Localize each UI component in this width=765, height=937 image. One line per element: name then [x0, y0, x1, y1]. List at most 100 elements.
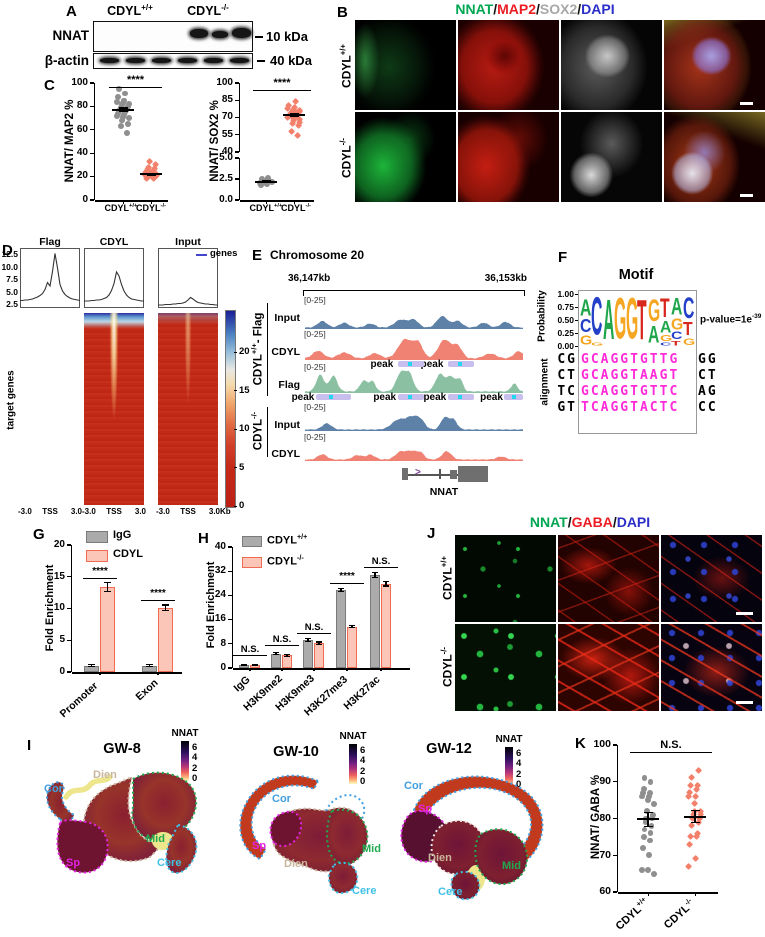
logo-letter: C — [671, 329, 683, 343]
line — [575, 306, 578, 308]
motif-title: Motif — [618, 267, 654, 283]
track-label: Flag — [278, 379, 300, 391]
line — [289, 112, 299, 115]
peak-marker — [457, 395, 462, 399]
colorbar-tick: 15 — [239, 384, 250, 396]
peak-label: peak — [423, 392, 447, 403]
legend-swatch — [86, 550, 108, 562]
line — [643, 825, 653, 827]
track-scale: [0-25] — [304, 329, 326, 339]
micrograph — [355, 20, 456, 110]
line — [90, 129, 94, 131]
track-label: Input — [274, 419, 300, 431]
axis-tick: 12.5 — [1, 249, 18, 259]
peak-marker — [329, 395, 334, 399]
data-point — [692, 792, 700, 801]
axis-tick: 70 — [599, 848, 611, 861]
data-point — [120, 114, 126, 120]
axis-tick: 3.0 — [208, 507, 220, 516]
data-point — [639, 867, 645, 873]
line — [261, 180, 271, 182]
region-label: Sp — [252, 840, 267, 852]
data-point — [258, 176, 265, 182]
line — [67, 544, 71, 546]
gene-label: NNAT — [429, 486, 459, 498]
alignment-core: TCAGGTACTC — [581, 400, 680, 415]
line — [303, 290, 305, 296]
bar — [347, 626, 357, 668]
line — [251, 664, 259, 666]
axis-tick: 55 — [221, 128, 233, 140]
map-title: GW-8 — [103, 741, 141, 757]
micrograph — [661, 624, 762, 711]
line — [162, 610, 169, 612]
track-scale: [0-25] — [304, 402, 326, 412]
legend-label: genes — [210, 248, 238, 259]
axis-tick: 40 — [221, 145, 233, 157]
line — [575, 319, 578, 321]
line — [67, 671, 71, 673]
line — [106, 582, 109, 592]
alignment-flank: TC — [557, 384, 577, 399]
line — [118, 111, 128, 113]
line — [233, 668, 410, 670]
line — [275, 652, 277, 655]
line — [234, 505, 237, 507]
line — [109, 87, 162, 89]
logo-letter: G — [591, 341, 604, 347]
line — [99, 672, 101, 675]
data-point — [119, 117, 126, 124]
track-group-label: CDYL-/- — [249, 411, 265, 451]
blot-band — [100, 58, 119, 63]
axis-tick: 90 — [599, 775, 611, 788]
peak-marker — [407, 395, 412, 399]
line — [402, 474, 488, 476]
line — [293, 113, 295, 117]
blot-band — [204, 58, 223, 63]
line — [382, 585, 390, 587]
region-label: Dien — [284, 858, 308, 870]
colorbar-title: NNAT — [339, 731, 367, 742]
line — [740, 102, 753, 105]
panel-label-f: F — [558, 249, 568, 266]
logo-letter: A — [671, 293, 683, 322]
line — [337, 587, 345, 589]
coverage-track — [305, 450, 523, 461]
micrograph — [664, 112, 765, 202]
line — [164, 605, 167, 611]
data-point — [691, 800, 699, 808]
data-point — [645, 797, 651, 804]
data-point — [121, 90, 128, 97]
panel-label-k: K — [575, 735, 586, 752]
brain-map-gw10 — [239, 774, 369, 895]
data-point — [124, 130, 131, 137]
profile-box — [158, 248, 218, 308]
map-title: GW-12 — [426, 741, 472, 757]
bar — [100, 586, 115, 672]
peak-label: peak — [480, 392, 503, 403]
line — [235, 199, 239, 201]
line — [240, 200, 314, 202]
logo-letter: G — [682, 336, 695, 348]
axis-tick: 80 — [599, 811, 611, 824]
chip-heatmap — [84, 313, 144, 505]
profile-plot — [20, 253, 80, 302]
line — [231, 547, 233, 668]
line — [122, 107, 124, 112]
line — [272, 652, 280, 654]
colorbar-tick: 4 — [360, 755, 366, 767]
map-title: GW-10 — [273, 744, 319, 760]
row-genotype-label: CDYL-/- — [338, 137, 354, 179]
colorbar-tick: 6 — [360, 745, 366, 756]
significance: N.S. — [304, 621, 324, 633]
data-point — [645, 852, 652, 859]
peak-bar — [315, 394, 351, 400]
data-point — [640, 789, 646, 796]
colorbar-tick: 0 — [192, 772, 198, 784]
region-label: Sp — [66, 857, 81, 869]
legend-label: IgG — [113, 529, 132, 541]
axis-tick: -3.0 — [156, 507, 170, 516]
axis-tick: 80 — [76, 100, 88, 112]
x-tick-label: CDYL+/+ — [613, 895, 648, 933]
